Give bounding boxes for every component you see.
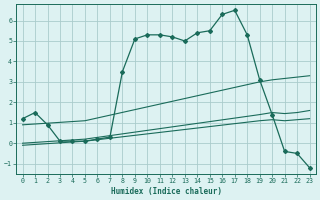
X-axis label: Humidex (Indice chaleur): Humidex (Indice chaleur) <box>111 187 221 196</box>
